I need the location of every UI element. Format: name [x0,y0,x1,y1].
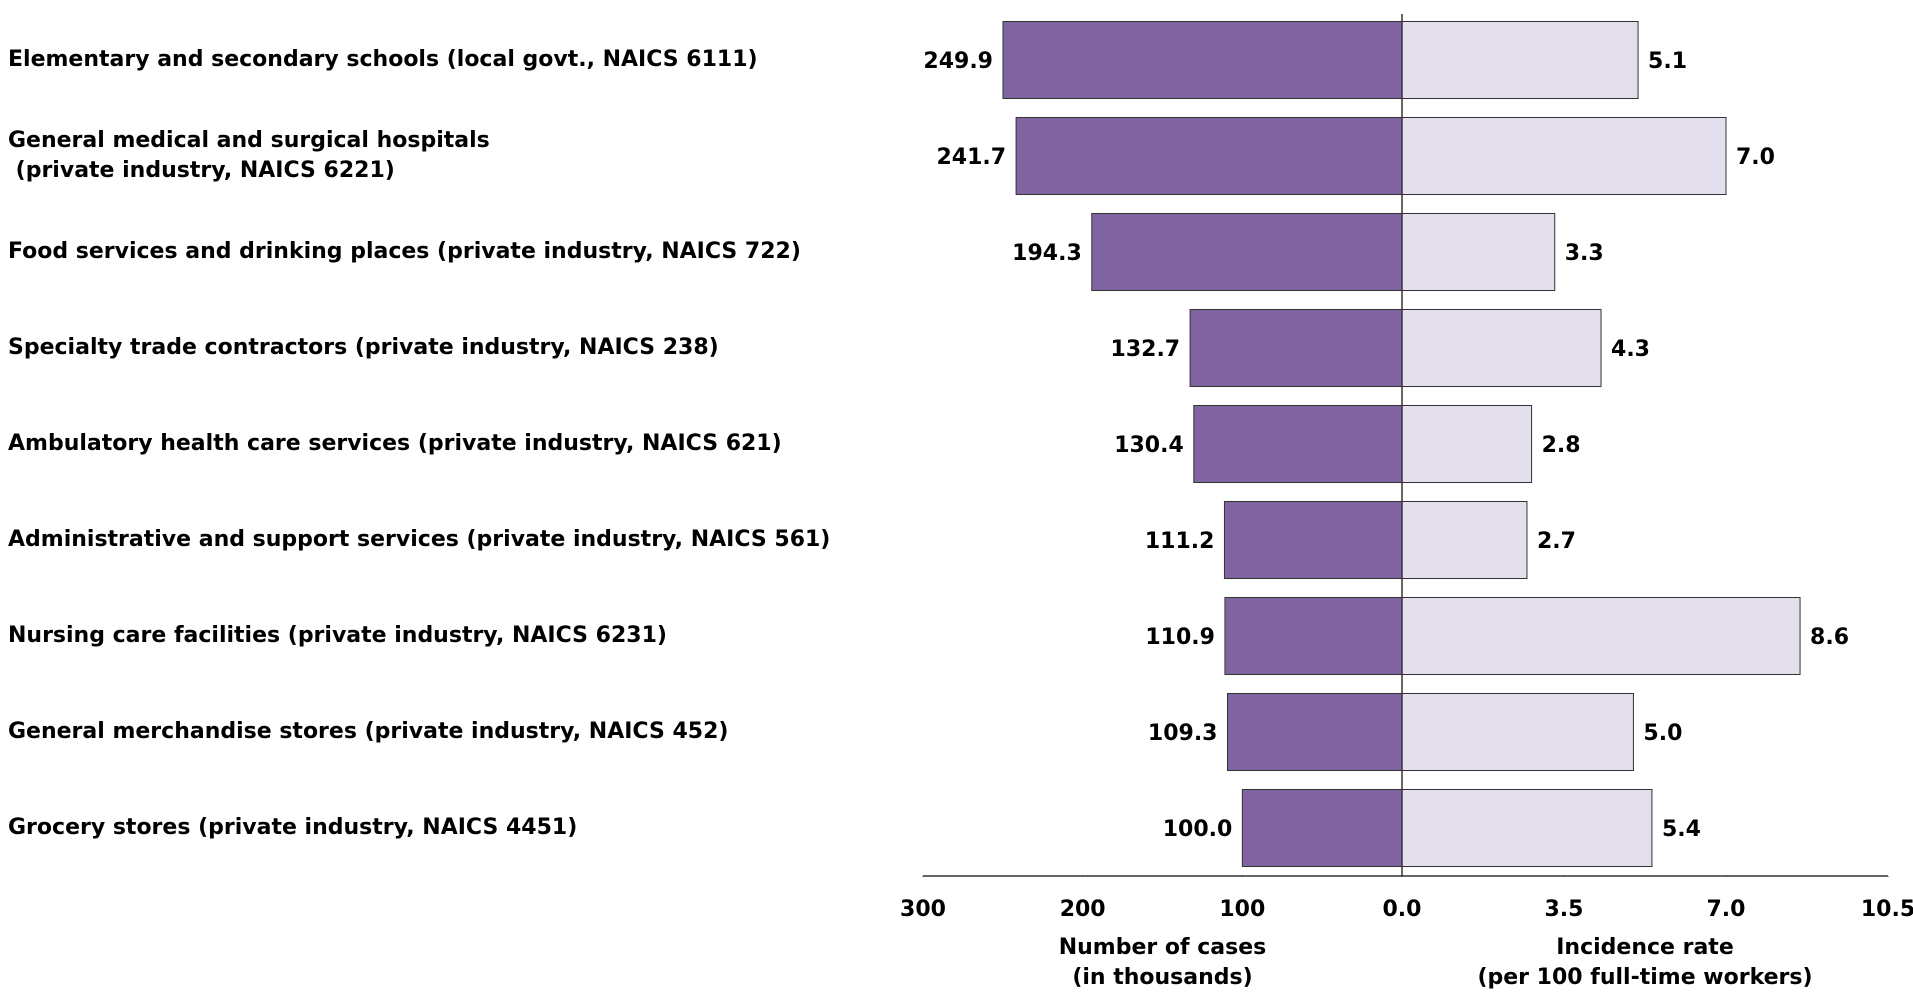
bar-cases [1091,213,1403,291]
bar-cases [1223,501,1403,579]
value-label: 109.3 [1148,721,1218,746]
x-tick-label: 3.5 [1545,897,1584,922]
x-axis-title: Number of cases (in thousands) [1058,935,1267,990]
value-label: 100.0 [1163,817,1233,842]
x-axis-title: Incidence rate (per 100 full-time worker… [1477,935,1813,990]
category-label: General medical and surgical hospitals (… [8,128,490,183]
bar-rate [1401,213,1556,291]
value-label: 5.0 [1643,721,1682,746]
value-label: 8.6 [1810,625,1849,650]
category-label: Food services and drinking places (priva… [8,239,801,264]
x-tick-label: 0.0 [1383,897,1422,922]
category-label: General merchandise stores (private indu… [8,719,729,744]
value-label: 130.4 [1114,433,1184,458]
value-label: 7.0 [1736,145,1775,170]
value-label: 241.7 [936,145,1006,170]
bar-cases [1226,693,1403,771]
bar-rate [1401,405,1533,483]
value-label: 5.4 [1662,817,1701,842]
bar-cases [1002,21,1403,99]
value-label: 132.7 [1111,337,1181,362]
category-label: Grocery stores (private industry, NAICS … [8,815,578,840]
bar-rate [1401,501,1528,579]
category-label: Nursing care facilities (private industr… [8,623,667,648]
bar-rate [1401,21,1639,99]
bar-rate [1401,597,1801,675]
value-label: 3.3 [1565,241,1604,266]
bar-cases [1241,789,1403,867]
value-label: 111.2 [1145,529,1215,554]
value-label: 2.7 [1537,529,1576,554]
value-label: 5.1 [1648,49,1687,74]
value-label: 2.8 [1542,433,1581,458]
bar-cases [1189,309,1403,387]
bar-rate [1401,117,1727,195]
category-label: Specialty trade contractors (private ind… [8,335,719,360]
value-label: 110.9 [1145,625,1215,650]
x-tick-label: 200 [1060,897,1106,922]
x-tick-label: 10.5 [1861,897,1913,922]
value-label: 4.3 [1611,337,1650,362]
bar-rate [1401,789,1653,867]
category-label: Administrative and support services (pri… [8,527,831,552]
bar-cases [1224,597,1403,675]
bar-rate [1401,309,1602,387]
value-label: 249.9 [923,49,993,74]
bar-cases [1193,405,1403,483]
category-label: Elementary and secondary schools (local … [8,47,758,72]
x-tick-label: 7.0 [1707,897,1746,922]
bar-cases [1015,117,1403,195]
category-label: Ambulatory health care services (private… [8,431,782,456]
bar-rate [1401,693,1634,771]
x-tick-label: 100 [1219,897,1265,922]
value-label: 194.3 [1012,241,1082,266]
x-tick-label: 300 [900,897,946,922]
